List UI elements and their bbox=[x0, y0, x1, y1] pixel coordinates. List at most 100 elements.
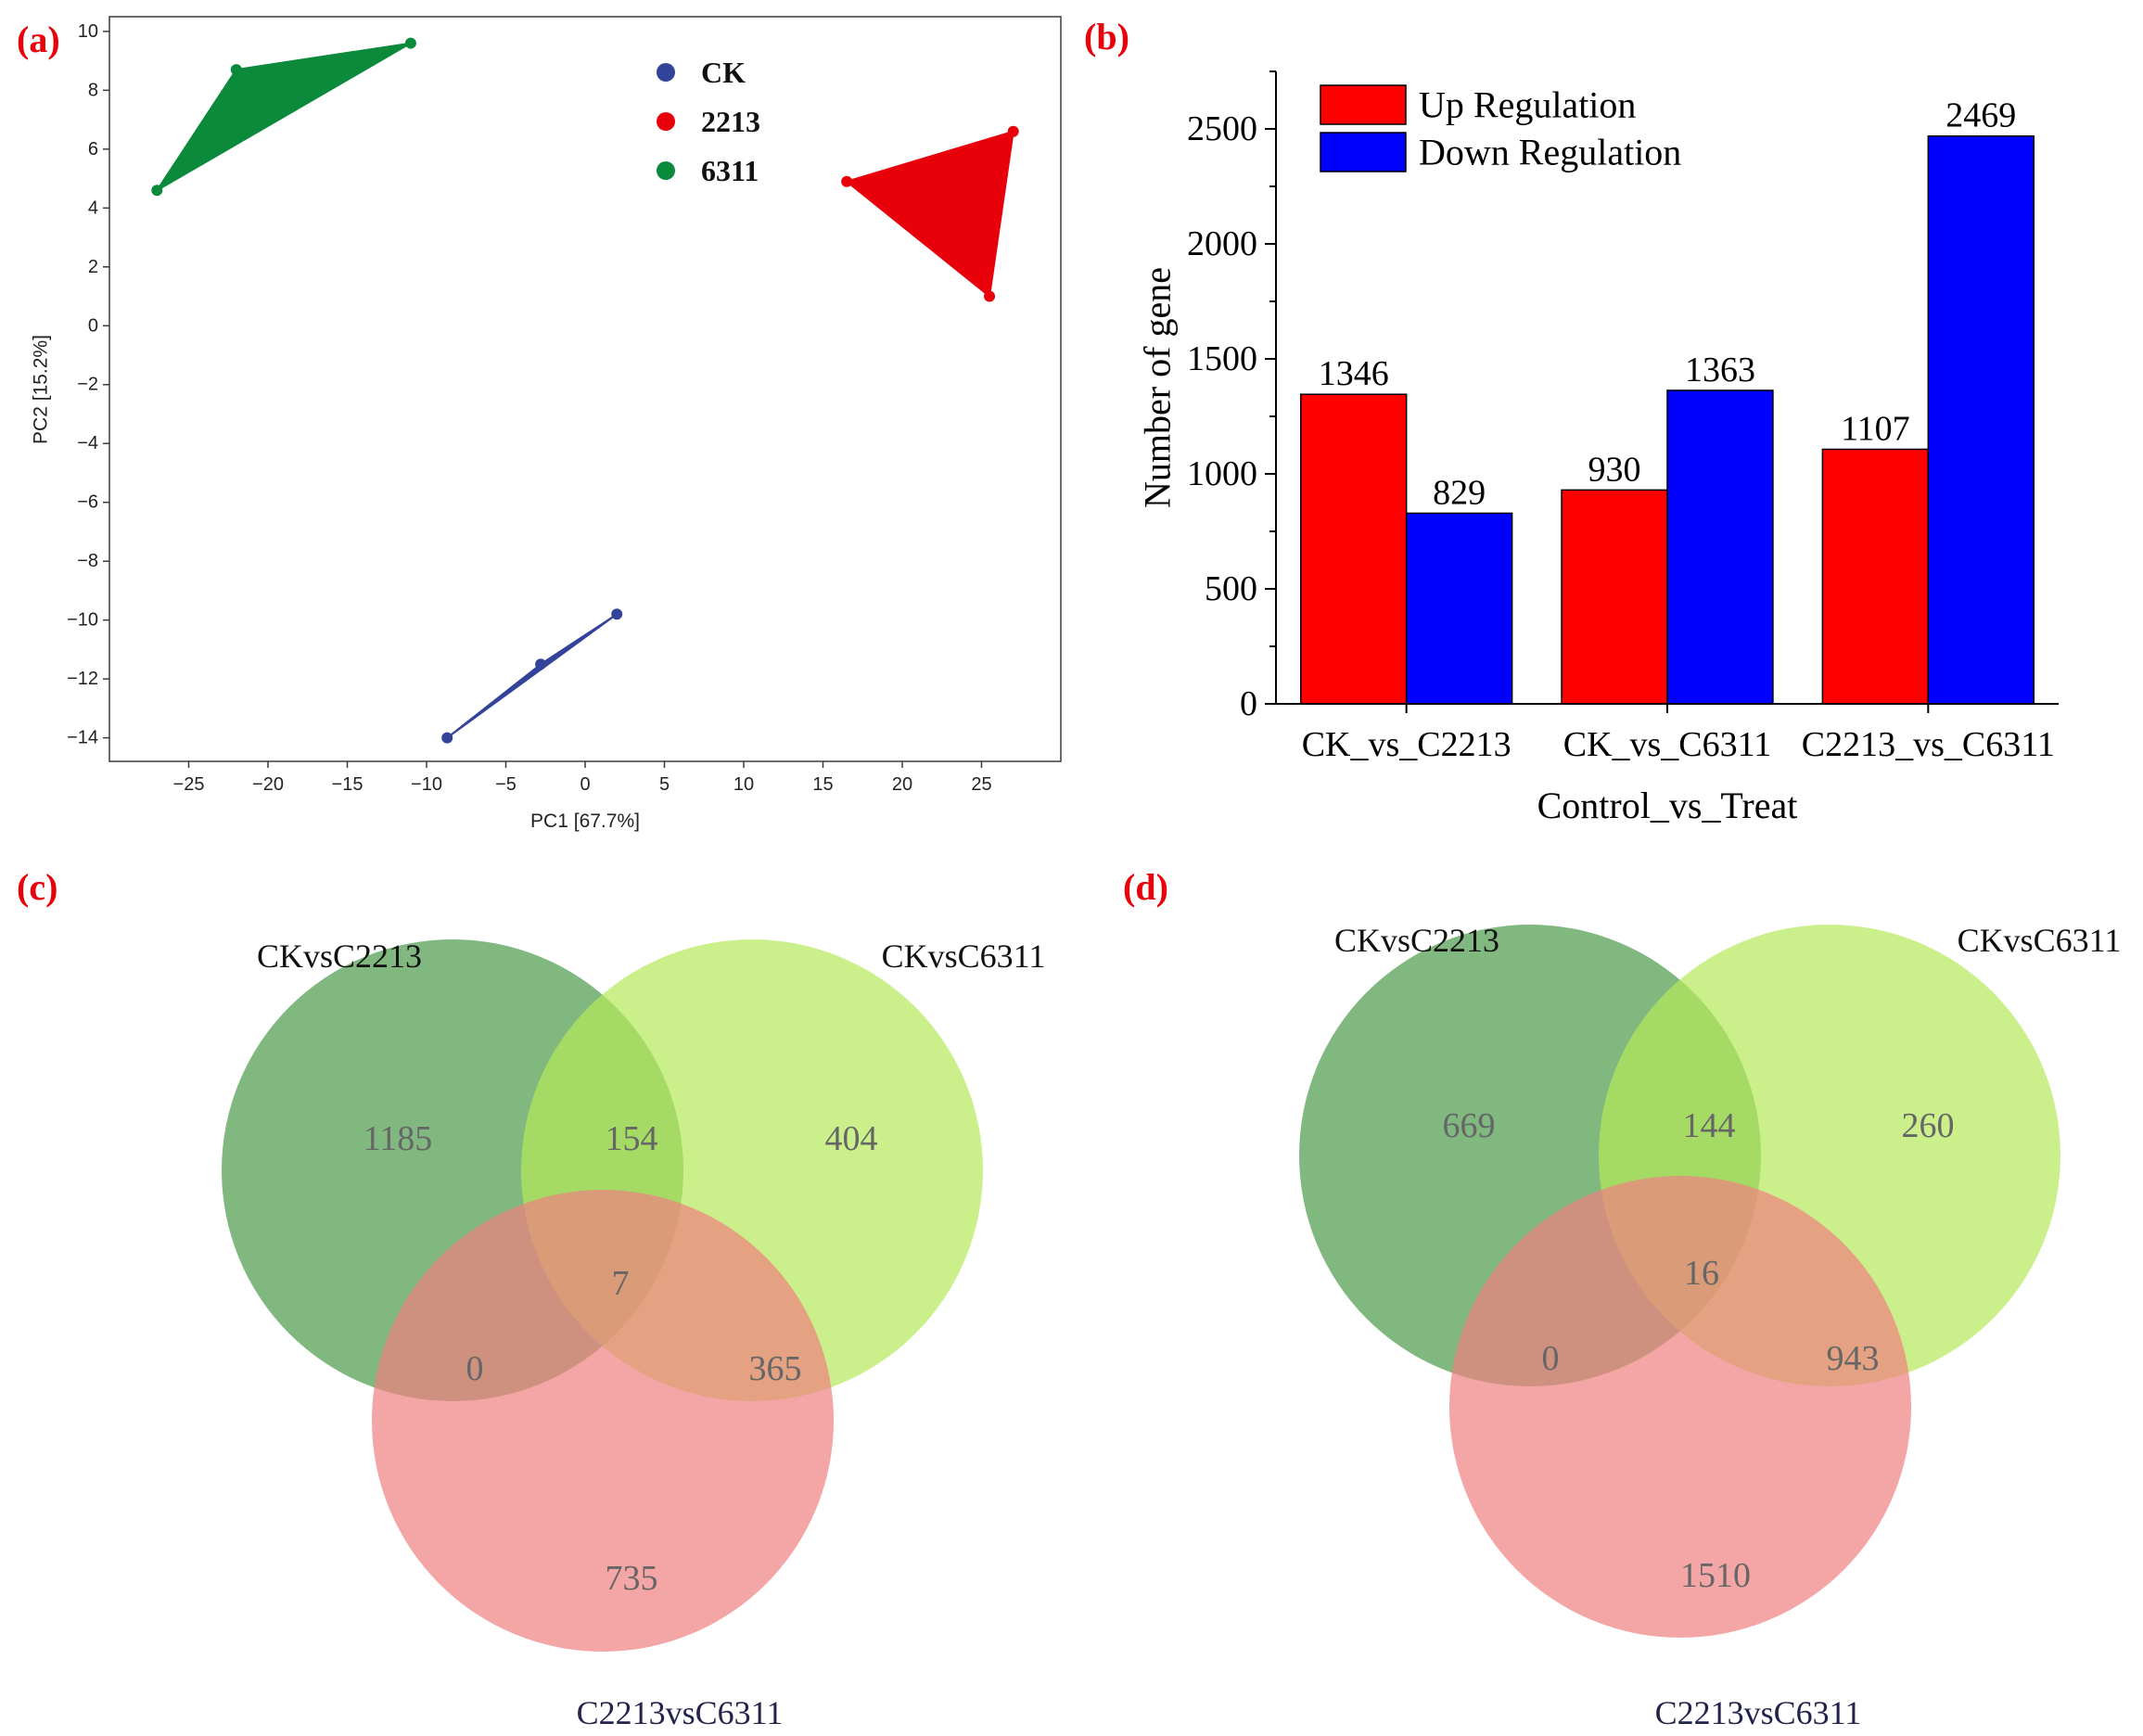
y-tick-label: 1500 bbox=[1187, 339, 1257, 378]
pca-plot-area: −25 −20 −15 −10 −5 0 5 10 15 20 25−14−12−10−8−6−4−… bbox=[67, 16, 1062, 795]
bar-down-regulation bbox=[1927, 134, 2035, 705]
panel-d-venn-diagram: (d) CKvsC2213 CKvsC6311 C2213vsC6311 669… bbox=[1123, 866, 2121, 1731]
venn-count-a-only: 1185 bbox=[364, 1119, 433, 1158]
y-tick-label: −8 bbox=[77, 551, 98, 571]
venn-count-b-only: 404 bbox=[825, 1119, 878, 1158]
bar-down-regulation bbox=[1666, 389, 1774, 705]
x-tick-label: −10 bbox=[411, 774, 442, 795]
sample-point-2213 bbox=[984, 290, 996, 302]
venn-count-ab: 144 bbox=[1683, 1106, 1736, 1145]
venn-count-bc: 365 bbox=[749, 1349, 802, 1388]
venn-set-label-ckvsc6311: CKvsC6311 bbox=[1958, 922, 2122, 959]
y-axis-title: Number of gene bbox=[1137, 267, 1179, 508]
venn-count-abc: 7 bbox=[612, 1264, 630, 1303]
venn-set-label-ckvsc6311: CKvsC6311 bbox=[882, 938, 1046, 975]
x-tick-label: −20 bbox=[252, 774, 284, 795]
bar-value-label: 1346 bbox=[1319, 354, 1389, 393]
x-axis-title: Control_vs_Treat bbox=[1537, 785, 1798, 826]
y-tick-label: 0 bbox=[1240, 684, 1257, 723]
venn-set-label-c2213vsc6311: C2213vsC6311 bbox=[1655, 1694, 1862, 1731]
venn-count-a-only: 669 bbox=[1443, 1106, 1496, 1145]
sample-point-6311 bbox=[230, 64, 242, 76]
bar-up-regulation bbox=[1561, 489, 1668, 705]
legend-marker-ck bbox=[657, 63, 675, 82]
panel-a-pca-scatter: (a) −25 −20 −15 −10 −5 0 5 10 15 20 25−14−12−10−8−… bbox=[17, 16, 1062, 832]
bar-value-label: 2469 bbox=[1945, 96, 2016, 135]
y-axis-title: PC2 [15.2%] bbox=[31, 335, 52, 444]
x-tick-label: 10 bbox=[733, 774, 754, 795]
x-tick-label: −15 bbox=[332, 774, 364, 795]
x-tick-label: 20 bbox=[892, 774, 912, 795]
legend-marker-2213 bbox=[657, 112, 675, 131]
group-hull-2213 bbox=[846, 130, 1014, 298]
sample-point-ck bbox=[535, 658, 547, 670]
panel-label-d: (d) bbox=[1123, 866, 1168, 908]
group-hull-ck bbox=[446, 613, 619, 739]
y-tick-label: 10 bbox=[78, 21, 98, 42]
legend-label-up-regulation: Up Regulation bbox=[1419, 84, 1636, 126]
panel-b-deg-bar-chart: (b) 1346 829 CK_vs_C2213 930 1363 CK_vs_C6311… bbox=[1084, 16, 2059, 826]
legend-label-6311: 6311 bbox=[701, 154, 759, 187]
legend-swatch-down-regulation bbox=[1320, 132, 1407, 172]
legend-swatch-up-regulation bbox=[1320, 84, 1407, 125]
sample-point-6311 bbox=[151, 185, 163, 197]
bar-up-regulation bbox=[1299, 393, 1408, 705]
venn-circle-c2213vsc6311 bbox=[372, 1190, 834, 1652]
venn-count-ac: 0 bbox=[1542, 1339, 1560, 1378]
x-tick-label: −5 bbox=[495, 774, 517, 795]
x-tick-label: 5 bbox=[659, 774, 670, 795]
x-tick-label: 15 bbox=[812, 774, 833, 795]
x-tick-label: CK_vs_C6311 bbox=[1563, 725, 1772, 764]
venn-count-b-only: 260 bbox=[1902, 1106, 1955, 1145]
x-tick-label: C2213_vs_C6311 bbox=[1802, 725, 2055, 764]
y-tick-label: 2 bbox=[88, 257, 98, 277]
y-tick-label: 4 bbox=[88, 198, 98, 218]
bar-value-label: 1363 bbox=[1685, 351, 1755, 389]
sample-point-ck bbox=[611, 608, 623, 620]
y-tick-label: 8 bbox=[88, 80, 98, 100]
y-tick-label: −6 bbox=[77, 492, 98, 513]
venn-count-ac: 0 bbox=[466, 1349, 484, 1388]
legend-label-2213: 2213 bbox=[701, 105, 760, 138]
y-tick-label: −12 bbox=[67, 669, 98, 689]
x-tick-label: 25 bbox=[971, 774, 991, 795]
x-axis-title: PC1 [67.7%] bbox=[530, 811, 640, 832]
venn-count-abc: 16 bbox=[1684, 1254, 1719, 1293]
bar-down-regulation bbox=[1405, 512, 1513, 705]
x-tick-label: 0 bbox=[580, 774, 590, 795]
y-tick-label: 500 bbox=[1205, 569, 1257, 608]
y-tick-label: 6 bbox=[88, 139, 98, 160]
bar-value-label: 829 bbox=[1433, 473, 1486, 512]
legend-label-down-regulation: Down Regulation bbox=[1419, 132, 1681, 173]
y-tick-label: 2500 bbox=[1187, 109, 1257, 148]
y-tick-label: 0 bbox=[88, 315, 98, 336]
sample-point-ck bbox=[441, 732, 453, 744]
venn-set-label-ckvsc2213: CKvsC2213 bbox=[1334, 922, 1499, 959]
y-tick-label: −4 bbox=[77, 433, 98, 453]
group-hull-6311 bbox=[156, 42, 412, 192]
bar-value-label: 1107 bbox=[1841, 409, 1910, 448]
legend-marker-6311 bbox=[657, 161, 675, 180]
venn-count-c-only: 735 bbox=[606, 1559, 658, 1598]
venn-count-c-only: 1510 bbox=[1680, 1556, 1751, 1595]
x-tick-label: −25 bbox=[173, 774, 205, 795]
y-tick-label: 1000 bbox=[1187, 454, 1257, 493]
venn-circle-c2213vsc6311 bbox=[1449, 1176, 1911, 1638]
y-tick-label: 2000 bbox=[1187, 224, 1257, 263]
legend-label-ck: CK bbox=[701, 56, 746, 89]
y-tick-label: −14 bbox=[67, 728, 98, 748]
panel-label-c: (c) bbox=[17, 866, 57, 908]
panel-label-b: (b) bbox=[1084, 16, 1129, 57]
y-tick-label: −2 bbox=[77, 375, 98, 395]
panel-c-venn-diagram: (c) CKvsC2213 CKvsC6311 C2213vsC6311 118… bbox=[17, 866, 1045, 1731]
bar-value-label: 930 bbox=[1588, 450, 1641, 489]
venn-set-label-c2213vsc6311: C2213vsC6311 bbox=[577, 1694, 784, 1731]
sample-point-6311 bbox=[404, 37, 416, 49]
venn-count-bc: 943 bbox=[1827, 1339, 1880, 1378]
sample-point-2213 bbox=[841, 175, 853, 187]
panel-label-a: (a) bbox=[17, 19, 60, 60]
sample-point-2213 bbox=[1007, 125, 1019, 137]
venn-count-ab: 154 bbox=[606, 1119, 658, 1158]
x-tick-label: CK_vs_C2213 bbox=[1302, 725, 1512, 764]
